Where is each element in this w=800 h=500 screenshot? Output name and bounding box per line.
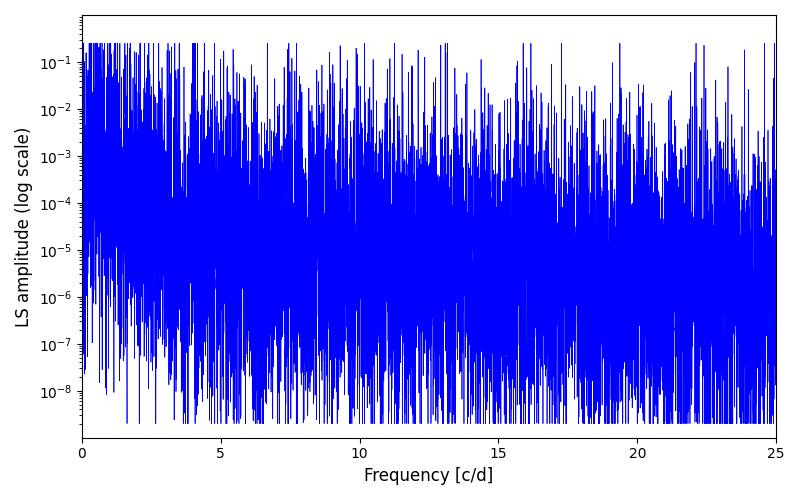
X-axis label: Frequency [c/d]: Frequency [c/d] — [364, 467, 494, 485]
Y-axis label: LS amplitude (log scale): LS amplitude (log scale) — [15, 126, 33, 326]
